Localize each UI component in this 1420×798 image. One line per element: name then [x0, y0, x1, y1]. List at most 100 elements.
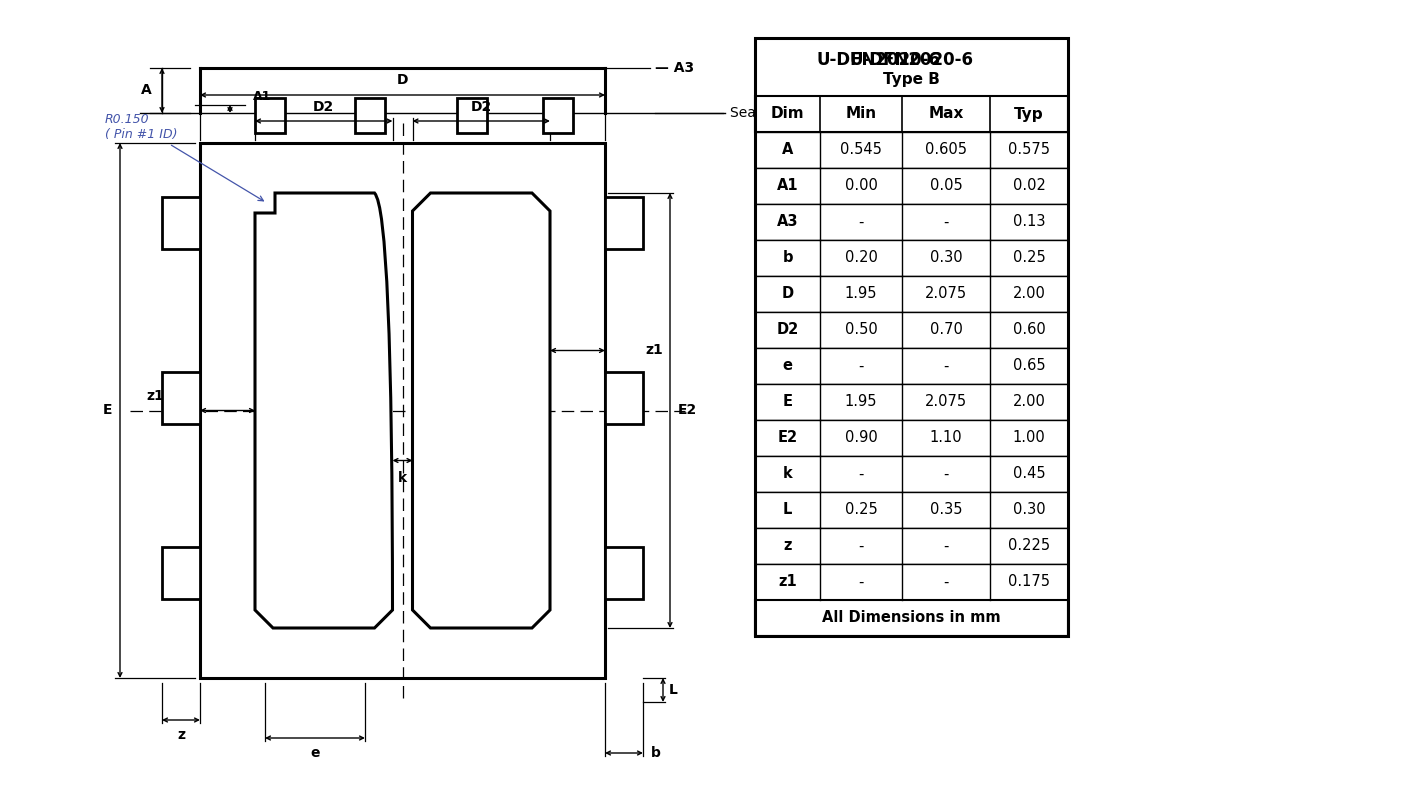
Text: z: z	[178, 728, 185, 742]
Text: e: e	[310, 746, 320, 760]
Text: A1: A1	[253, 90, 271, 103]
Text: -: -	[858, 358, 863, 373]
Text: 0.90: 0.90	[845, 430, 878, 445]
Bar	[755, 564, 1068, 600]
Bar	[755, 38, 1068, 636]
Text: L: L	[782, 503, 792, 517]
Bar	[605, 197, 643, 249]
Text: E: E	[102, 404, 112, 417]
Text: A3: A3	[777, 215, 798, 230]
Bar	[755, 38, 1068, 96]
Text: 2.00: 2.00	[1012, 286, 1045, 302]
Text: 0.175: 0.175	[1008, 575, 1049, 590]
Bar	[755, 528, 1068, 564]
Text: 1.95: 1.95	[845, 394, 878, 409]
Text: 0.45: 0.45	[1012, 467, 1045, 481]
Text: 0.70: 0.70	[930, 322, 963, 338]
Text: 0.25: 0.25	[1012, 251, 1045, 266]
Bar	[355, 98, 385, 133]
Text: 1.00: 1.00	[1012, 430, 1045, 445]
Text: Seating Plane: Seating Plane	[730, 106, 825, 120]
Bar	[256, 98, 285, 133]
Bar	[755, 132, 1068, 168]
Text: D: D	[396, 73, 409, 87]
Bar	[457, 98, 487, 133]
Text: 0.13: 0.13	[1012, 215, 1045, 230]
Text: -: -	[943, 467, 949, 481]
Text: 0.65: 0.65	[1012, 358, 1045, 373]
Text: R0.150
( Pin #1 ID): R0.150 ( Pin #1 ID)	[105, 113, 264, 201]
Text: 0.25: 0.25	[845, 503, 878, 517]
Text: All Dimensions in mm: All Dimensions in mm	[822, 610, 1001, 626]
Text: U-DFN2020-6: U-DFN2020-6	[849, 51, 974, 69]
Bar	[542, 98, 574, 133]
Text: -: -	[943, 539, 949, 554]
Bar	[162, 547, 200, 599]
Bar	[200, 143, 605, 678]
Text: k: k	[398, 471, 408, 484]
Bar	[755, 384, 1068, 420]
Bar	[755, 456, 1068, 492]
Text: 0.30: 0.30	[930, 251, 963, 266]
Bar	[755, 312, 1068, 348]
Text: Typ: Typ	[1014, 106, 1044, 121]
Bar	[755, 276, 1068, 312]
Bar	[162, 372, 200, 424]
Text: D2: D2	[470, 100, 491, 114]
Text: D2: D2	[777, 322, 798, 338]
Text: -: -	[943, 575, 949, 590]
Text: 0.575: 0.575	[1008, 143, 1049, 157]
Text: 2.075: 2.075	[924, 286, 967, 302]
Text: 0.605: 0.605	[924, 143, 967, 157]
Bar	[755, 492, 1068, 528]
Text: 2.00: 2.00	[1012, 394, 1045, 409]
Text: b: b	[650, 746, 660, 760]
Text: 1.10: 1.10	[930, 430, 963, 445]
Text: 2.075: 2.075	[924, 394, 967, 409]
Text: A1: A1	[777, 179, 798, 193]
Bar	[605, 372, 643, 424]
Text: -: -	[943, 358, 949, 373]
Text: -: -	[858, 215, 863, 230]
Bar	[755, 600, 1068, 636]
Bar	[755, 348, 1068, 384]
Text: 0.60: 0.60	[1012, 322, 1045, 338]
Bar	[755, 168, 1068, 204]
Text: z: z	[784, 539, 792, 554]
Text: 0.05: 0.05	[930, 179, 963, 193]
Bar	[605, 547, 643, 599]
Text: Max: Max	[929, 106, 964, 121]
Bar	[755, 204, 1068, 240]
Text: z1: z1	[146, 389, 163, 402]
Text: 0.00: 0.00	[845, 179, 878, 193]
PathPatch shape	[412, 193, 550, 628]
Text: e: e	[782, 358, 792, 373]
Text: z1: z1	[645, 343, 663, 358]
Text: -: -	[858, 575, 863, 590]
Text: U-DFN2020-6: U-DFN2020-6	[816, 51, 941, 69]
Text: 0.35: 0.35	[930, 503, 963, 517]
Text: D2: D2	[314, 100, 334, 114]
Bar	[755, 420, 1068, 456]
Bar	[162, 197, 200, 249]
Text: A: A	[782, 143, 794, 157]
Text: 0.225: 0.225	[1008, 539, 1049, 554]
Text: -: -	[858, 539, 863, 554]
Text: 0.545: 0.545	[841, 143, 882, 157]
Text: E2: E2	[677, 404, 697, 417]
Text: D: D	[781, 286, 794, 302]
Text: -: -	[858, 467, 863, 481]
Text: k: k	[782, 467, 792, 481]
Bar	[755, 96, 1068, 132]
Text: A: A	[141, 84, 152, 97]
Text: 0.02: 0.02	[1012, 179, 1045, 193]
Text: — A3: — A3	[655, 61, 694, 75]
Text: 0.30: 0.30	[1012, 503, 1045, 517]
Text: 0.20: 0.20	[845, 251, 878, 266]
Text: 0.50: 0.50	[845, 322, 878, 338]
Text: L: L	[669, 683, 677, 697]
Text: 1.95: 1.95	[845, 286, 878, 302]
Text: Dim: Dim	[771, 106, 804, 121]
Text: E2: E2	[777, 430, 798, 445]
Text: Min: Min	[845, 106, 876, 121]
